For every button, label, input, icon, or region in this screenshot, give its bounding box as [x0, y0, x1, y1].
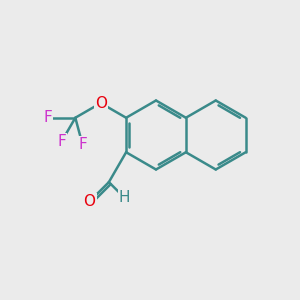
Text: H: H: [119, 190, 130, 206]
Text: F: F: [44, 110, 52, 125]
Text: O: O: [83, 194, 95, 209]
Text: F: F: [78, 137, 87, 152]
Text: O: O: [95, 96, 107, 111]
Text: F: F: [57, 134, 66, 149]
